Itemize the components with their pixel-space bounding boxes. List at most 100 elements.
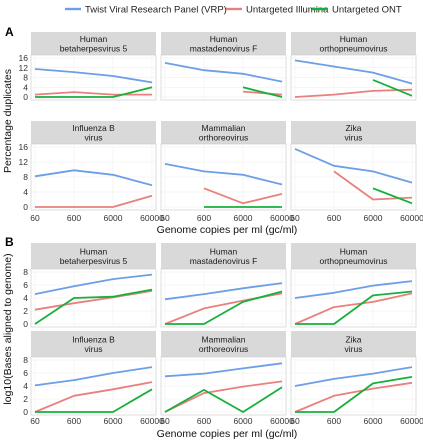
series-line <box>34 366 153 387</box>
y-tick-label: 8 <box>23 267 28 277</box>
x-tick-label: 60000 <box>140 416 164 426</box>
y-tick-label: 0 <box>23 202 28 212</box>
y-tick-label: 2 <box>23 394 28 404</box>
y-tick-label: 12 <box>19 63 29 73</box>
series-line <box>242 90 283 96</box>
series-line <box>164 380 283 413</box>
series-line <box>294 381 413 413</box>
x-tick-label: 60 <box>30 213 40 223</box>
x-axis-title: Genome copies per ml (gc/ml) <box>157 428 298 440</box>
facet-title: orthopneumovirus <box>319 43 387 53</box>
x-tick-label: 600 <box>197 416 211 426</box>
x-tick-label: 6000 <box>104 213 123 223</box>
series-line <box>203 187 283 205</box>
series-line <box>164 362 283 378</box>
series-line <box>34 169 153 187</box>
facet-title: orthoreovirus <box>199 132 249 142</box>
x-tick-label: 6000 <box>364 416 383 426</box>
facet-strip <box>31 32 156 55</box>
x-tick-label: 600 <box>197 213 211 223</box>
y-tick-label: 0 <box>23 407 28 417</box>
series-line <box>295 290 413 325</box>
series-line <box>372 79 413 97</box>
series-line <box>164 386 283 413</box>
series-line <box>242 86 283 98</box>
x-tick-label: 600 <box>327 416 341 426</box>
y-tick-label: 0 <box>23 92 28 102</box>
series-line <box>34 68 153 84</box>
legend: Twist Viral Research Panel (VRP) Untarget… <box>65 5 402 16</box>
y-tick-label: 0 <box>23 319 28 329</box>
facet-title: virus <box>85 132 103 142</box>
y-tick-label: 4 <box>23 381 28 391</box>
facet-strip <box>31 121 156 144</box>
x-tick-label: 600 <box>67 213 81 223</box>
facet-title: betaherpesvirus 5 <box>60 256 128 266</box>
facet-title: virus <box>345 344 363 354</box>
series-line <box>294 292 413 325</box>
x-tick-label: 60 <box>160 416 170 426</box>
facet-title: mastadenovirus F <box>190 256 258 266</box>
x-tick-label: 600 <box>327 213 341 223</box>
x-tick-label: 60 <box>290 213 300 223</box>
facet-title: Human <box>210 246 238 256</box>
panel-label: B <box>5 235 14 249</box>
series-line <box>295 376 413 413</box>
facet-title: Human <box>210 34 238 44</box>
facet-title: Mammalian <box>202 123 246 133</box>
y-axis-title: Percentage duplicates <box>2 69 14 173</box>
x-tick-label: 60 <box>30 416 40 426</box>
facet-title: Mammalian <box>202 334 246 344</box>
y-tick-label: 8 <box>23 355 28 365</box>
facet-title: Human <box>340 34 368 44</box>
facet-title: virus <box>345 132 363 142</box>
series-line <box>165 290 283 325</box>
x-tick-label: 6000 <box>364 213 383 223</box>
y-tick-label: 6 <box>23 368 28 378</box>
series-line <box>372 187 413 205</box>
y-tick-label: 16 <box>19 53 29 63</box>
x-tick-label: 60000 <box>270 416 294 426</box>
series-line <box>34 288 153 325</box>
facet-title: mastadenovirus F <box>190 43 258 53</box>
facet-title: Human <box>80 34 108 44</box>
legend-label: Twist Viral Research Panel (VRP) <box>85 5 227 16</box>
facet-strip <box>161 121 286 144</box>
x-axis-title: Genome copies per ml (gc/ml) <box>157 224 298 236</box>
x-tick-label: 6000 <box>234 416 253 426</box>
series-line <box>34 381 153 413</box>
legend-item: Untargeted Illumina <box>226 5 329 16</box>
series-line <box>164 282 283 301</box>
panel-label: A <box>5 25 14 39</box>
x-tick-label: 60 <box>290 416 300 426</box>
y-tick-label: 2 <box>23 306 28 316</box>
facet-title: Zika <box>345 123 361 133</box>
y-tick-label: 8 <box>23 172 28 182</box>
series-line <box>294 366 413 387</box>
legend-label: Untargeted Illumina <box>246 5 329 16</box>
series-line <box>294 88 413 98</box>
series-line <box>164 62 283 83</box>
x-tick-label: 60 <box>160 213 170 223</box>
y-tick-label: 16 <box>19 142 29 152</box>
x-tick-label: 60000 <box>400 416 423 426</box>
x-tick-label: 60000 <box>270 213 294 223</box>
y-tick-label: 4 <box>23 82 28 92</box>
y-tick-label: 4 <box>23 187 28 197</box>
facet-strip <box>291 121 416 144</box>
series-line <box>35 86 153 98</box>
legend-label: Untargeted ONT <box>332 5 402 16</box>
y-tick-label: 8 <box>23 73 28 83</box>
series-line <box>35 194 153 208</box>
